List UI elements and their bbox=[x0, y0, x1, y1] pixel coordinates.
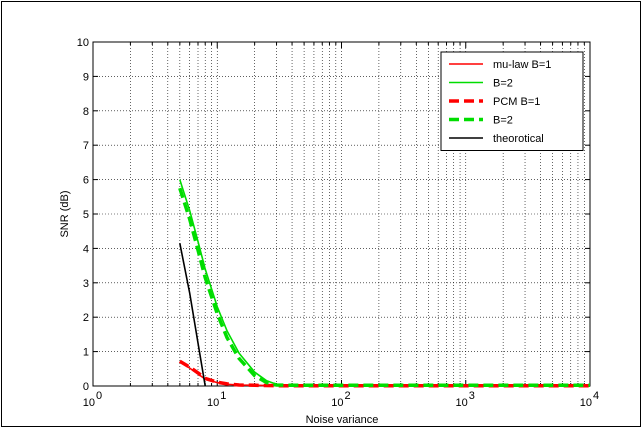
figure-border bbox=[1, 1, 641, 427]
